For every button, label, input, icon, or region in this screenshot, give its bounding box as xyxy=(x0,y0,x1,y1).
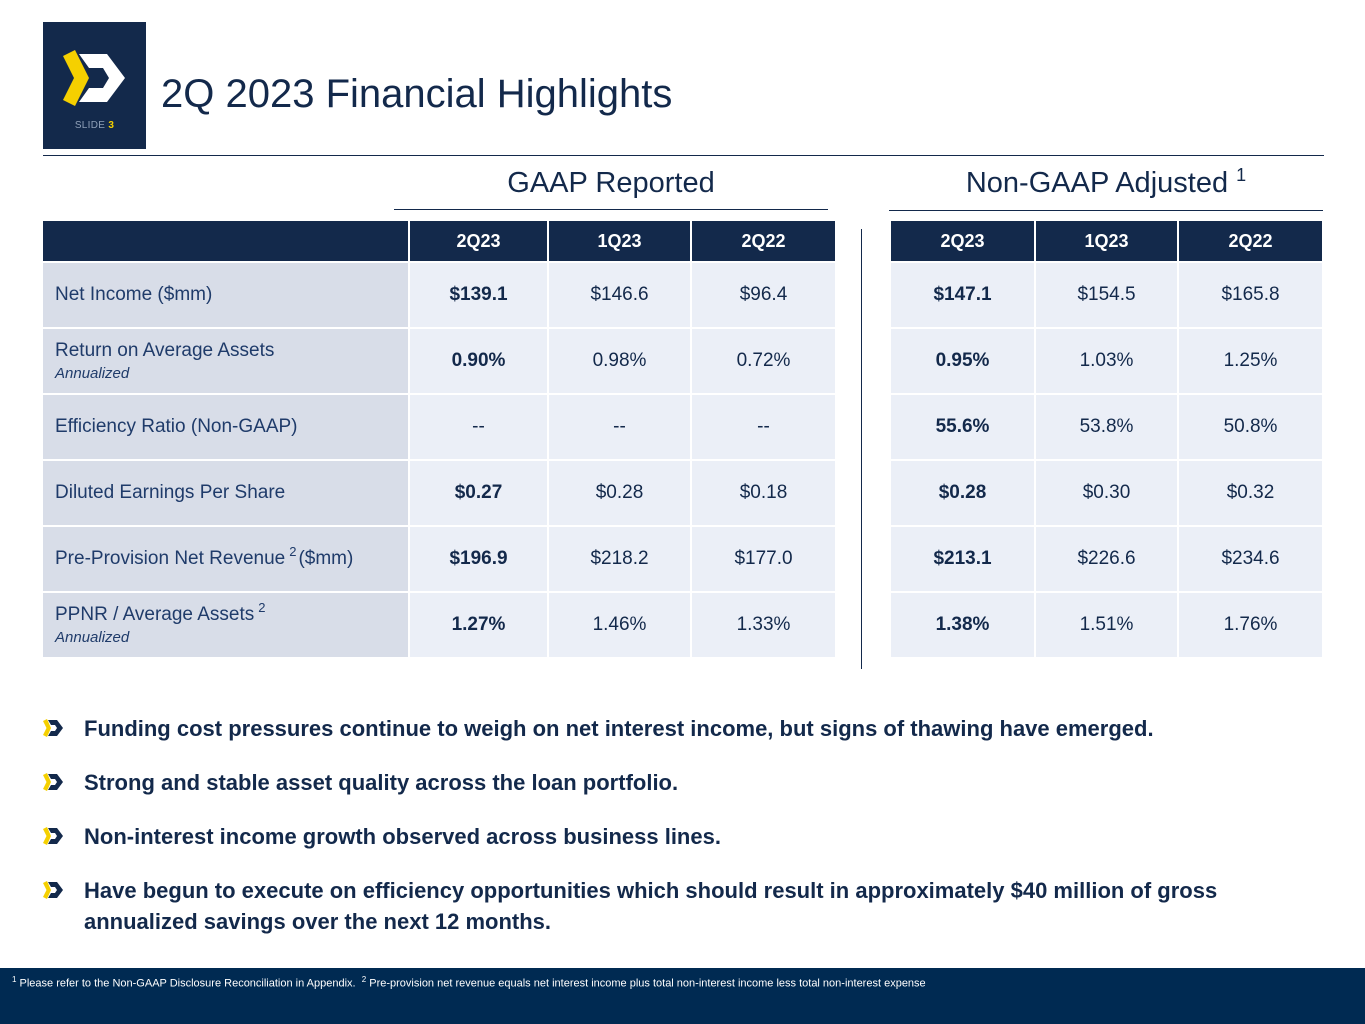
row-label-eps: Diluted Earnings Per Share xyxy=(41,459,410,527)
table-cell: 50.8% xyxy=(1177,393,1324,461)
table-cell: $0.27 xyxy=(408,459,549,527)
page-title: 2Q 2023 Financial Highlights xyxy=(161,72,673,116)
table-row: Net Income ($mm) $139.1 $146.6 $96.4 xyxy=(41,261,837,329)
table-cell: -- xyxy=(408,393,549,461)
table-cell: 1.51% xyxy=(1034,591,1179,659)
table-cell: $146.6 xyxy=(547,261,692,329)
table-divider xyxy=(861,229,862,669)
chevron-bullet-icon xyxy=(43,827,63,845)
list-item: Strong and stable asset quality across t… xyxy=(43,767,1323,798)
table-cell: 0.90% xyxy=(408,327,549,395)
table-cell: 55.6% xyxy=(889,393,1036,461)
table-row: Diluted Earnings Per Share $0.27 $0.28 $… xyxy=(41,459,837,527)
table-cell: -- xyxy=(690,393,837,461)
footnotes: 1 Please refer to the Non-GAAP Disclosur… xyxy=(12,975,926,990)
gaap-header-blank xyxy=(41,219,410,263)
table-cell: -- xyxy=(547,393,692,461)
chevron-bullet-icon xyxy=(43,719,63,737)
non-gaap-col-1q23: 1Q23 xyxy=(1034,219,1179,263)
table-row: Efficiency Ratio (Non-GAAP) -- -- -- xyxy=(41,393,837,461)
gaap-col-2q22: 2Q22 xyxy=(690,219,837,263)
table-cell: 0.72% xyxy=(690,327,837,395)
non-gaap-col-2q23: 2Q23 xyxy=(889,219,1036,263)
non-gaap-heading-rule xyxy=(889,210,1323,211)
gaap-heading: GAAP Reported xyxy=(507,167,715,199)
table-cell: $165.8 xyxy=(1177,261,1324,329)
table-row: Pre-Provision Net Revenue 2 ($mm) $196.9 $… xyxy=(41,525,837,593)
table-cell: 1.76% xyxy=(1177,591,1324,659)
table-cell: $226.6 xyxy=(1034,525,1179,593)
row-label-ppnr-assets: PPNR / Average Assets 2 Annualized xyxy=(41,591,410,659)
table-cell: $0.32 xyxy=(1177,459,1324,527)
title-divider xyxy=(43,155,1324,156)
chevron-bullet-icon xyxy=(43,881,63,899)
table-row: 0.95% 1.03% 1.25% xyxy=(889,327,1324,395)
slide-number: SLIDE 3 xyxy=(74,120,115,131)
table-cell: 0.98% xyxy=(547,327,692,395)
list-item: Non-interest income growth observed acro… xyxy=(43,821,1323,852)
table-cell: $154.5 xyxy=(1034,261,1179,329)
non-gaap-table: 2Q23 1Q23 2Q22 $147.1 $154.5 $165.8 0.95… xyxy=(889,219,1324,659)
table-row: 55.6% 53.8% 50.8% xyxy=(889,393,1324,461)
table-row: $213.1 $226.6 $234.6 xyxy=(889,525,1324,593)
gaap-header-row: 2Q23 1Q23 2Q22 xyxy=(41,219,837,263)
table-row: $147.1 $154.5 $165.8 xyxy=(889,261,1324,329)
table-row: Return on Average Assets Annualized 0.90%… xyxy=(41,327,837,395)
table-cell: 1.38% xyxy=(889,591,1036,659)
row-label-net-income: Net Income ($mm) xyxy=(41,261,410,329)
table-cell: $147.1 xyxy=(889,261,1036,329)
gaap-col-1q23: 1Q23 xyxy=(547,219,692,263)
table-cell: $0.18 xyxy=(690,459,837,527)
table-cell: $213.1 xyxy=(889,525,1036,593)
table-cell: $139.1 xyxy=(408,261,549,329)
gaap-col-2q23: 2Q23 xyxy=(408,219,549,263)
table-cell: 1.27% xyxy=(408,591,549,659)
table-cell: $0.28 xyxy=(547,459,692,527)
row-label-ppnr: Pre-Provision Net Revenue 2 ($mm) xyxy=(41,525,410,593)
table-cell: 1.25% xyxy=(1177,327,1324,395)
list-item: Funding cost pressures continue to weigh… xyxy=(43,713,1323,744)
non-gaap-header-row: 2Q23 1Q23 2Q22 xyxy=(889,219,1324,263)
table-cell: 53.8% xyxy=(1034,393,1179,461)
table-cell: $234.6 xyxy=(1177,525,1324,593)
list-item: Have begun to execute on efficiency oppo… xyxy=(43,875,1323,937)
company-logo: SLIDE 3 xyxy=(43,22,146,149)
chevron-logo-icon xyxy=(63,50,125,106)
table-cell: 0.95% xyxy=(889,327,1036,395)
row-label-efficiency: Efficiency Ratio (Non-GAAP) xyxy=(41,393,410,461)
table-row: $0.28 $0.30 $0.32 xyxy=(889,459,1324,527)
table-cell: $218.2 xyxy=(547,525,692,593)
table-cell: $0.30 xyxy=(1034,459,1179,527)
highlights-list: Funding cost pressures continue to weigh… xyxy=(43,713,1323,960)
non-gaap-heading: Non-GAAP Adjusted 1 xyxy=(965,165,1247,199)
table-cell: 1.03% xyxy=(1034,327,1179,395)
non-gaap-col-2q22: 2Q22 xyxy=(1177,219,1324,263)
gaap-heading-rule xyxy=(394,209,828,210)
table-cell: 1.46% xyxy=(547,591,692,659)
gaap-table: 2Q23 1Q23 2Q22 Net Income ($mm) $139.1 $… xyxy=(41,219,837,659)
footer-bar: 1 Please refer to the Non-GAAP Disclosur… xyxy=(0,968,1365,1024)
chevron-bullet-icon xyxy=(43,773,63,791)
table-cell: $177.0 xyxy=(690,525,837,593)
table-cell: 1.33% xyxy=(690,591,837,659)
table-row: PPNR / Average Assets 2 Annualized 1.27% 1… xyxy=(41,591,837,659)
table-cell: $196.9 xyxy=(408,525,549,593)
table-cell: $0.28 xyxy=(889,459,1036,527)
table-row: 1.38% 1.51% 1.76% xyxy=(889,591,1324,659)
row-label-roaa: Return on Average Assets Annualized xyxy=(41,327,410,395)
table-cell: $96.4 xyxy=(690,261,837,329)
